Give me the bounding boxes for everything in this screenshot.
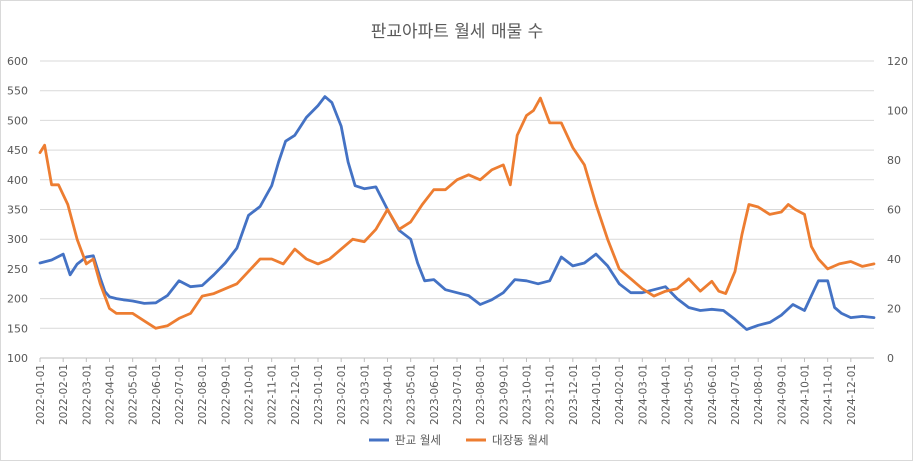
series-line-2 [38,96,876,330]
y-left-tick-label: 400 [7,174,28,187]
x-tick-label: 2022-09-01 [220,364,232,425]
gridlines [40,60,874,359]
y-left-tick-label: 550 [7,85,28,98]
x-tick-label: 2022-01-01 [35,364,47,425]
x-tick-label: 2022-12-01 [290,364,302,425]
x-tick-label: 2024-05-01 [684,364,696,425]
x-tick-label: 2023-05-01 [406,364,418,425]
x-tick-label: 2023-01-01 [313,364,325,425]
x-tick-label: 2024-10-01 [800,364,812,425]
x-tick-label: 2024-09-01 [776,364,788,425]
y-right-tick-label: 120 [887,55,908,68]
x-tick-label: 2024-12-01 [846,364,858,425]
x-axis-ticks: 2022-01-01 2022-02-01 2022-03-01 2022-04-01… [35,358,858,425]
y-left-tick-label: 350 [7,204,28,217]
legend-label: 판교 월세 [395,433,441,447]
y-right-tick-label: 40 [887,253,901,266]
y-right-tick-label: 0 [887,352,894,365]
y-right-tick-label: 20 [887,303,901,316]
x-tick-label: 2024-08-01 [753,364,765,425]
x-tick-label: 2023-08-01 [475,364,487,425]
x-tick-label: 2022-11-01 [267,364,279,425]
right-axis-ticks: 0 20 40 60 80 100 120 [887,55,908,365]
y-left-tick-label: 300 [7,233,28,246]
x-tick-label: 2022-04-01 [105,364,117,425]
chart-title: 판교아파트 월세 매물 수 [371,22,544,42]
x-tick-label: 2022-08-01 [197,364,209,425]
x-tick-label: 2024-06-01 [707,364,719,425]
x-tick-label: 2024-01-01 [591,364,603,425]
x-tick-label: 2024-02-01 [614,364,626,425]
series-line-1 [38,95,876,331]
y-left-tick-label: 500 [7,114,28,127]
x-tick-label: 2023-12-01 [568,364,580,425]
x-tick-label: 2023-06-01 [429,364,441,425]
y-right-tick-label: 80 [887,154,901,167]
y-left-tick-label: 250 [7,263,28,276]
x-tick-label: 2023-07-01 [452,364,464,425]
legend: 판교 월세 대장동 월세 [369,433,549,447]
x-tick-label: 2024-11-01 [823,364,835,425]
x-tick-label: 2023-10-01 [522,364,534,425]
x-tick-label: 2023-04-01 [383,364,395,425]
x-tick-label: 2023-11-01 [545,364,557,425]
y-left-tick-label: 150 [7,322,28,335]
x-tick-label: 2024-07-01 [730,364,742,425]
x-tick-label: 2024-03-01 [637,364,649,425]
y-left-tick-label: 200 [7,293,28,306]
y-left-tick-label: 100 [7,352,28,365]
x-tick-label: 2022-10-01 [244,364,256,425]
y-left-tick-label: 600 [7,55,28,68]
x-tick-label: 2024-04-01 [661,364,673,425]
left-axis-ticks: 100 150 200 250 300 350 400 450 500 550 600 [7,55,28,365]
legend-label: 대장동 월세 [492,433,549,447]
x-tick-label: 2023-02-01 [336,364,348,425]
x-tick-label: 2022-05-01 [128,364,140,425]
y-left-tick-label: 450 [7,144,28,157]
x-tick-label: 2023-03-01 [359,364,371,425]
x-tick-label: 2022-07-01 [174,364,186,425]
x-tick-label: 2022-06-01 [151,364,163,425]
x-tick-label: 2022-02-01 [58,364,70,425]
y-right-tick-label: 60 [887,204,901,217]
x-tick-label: 2023-09-01 [498,364,510,425]
y-right-tick-label: 100 [887,105,908,118]
x-tick-label: 2022-03-01 [81,364,93,425]
series-layer [38,95,876,331]
